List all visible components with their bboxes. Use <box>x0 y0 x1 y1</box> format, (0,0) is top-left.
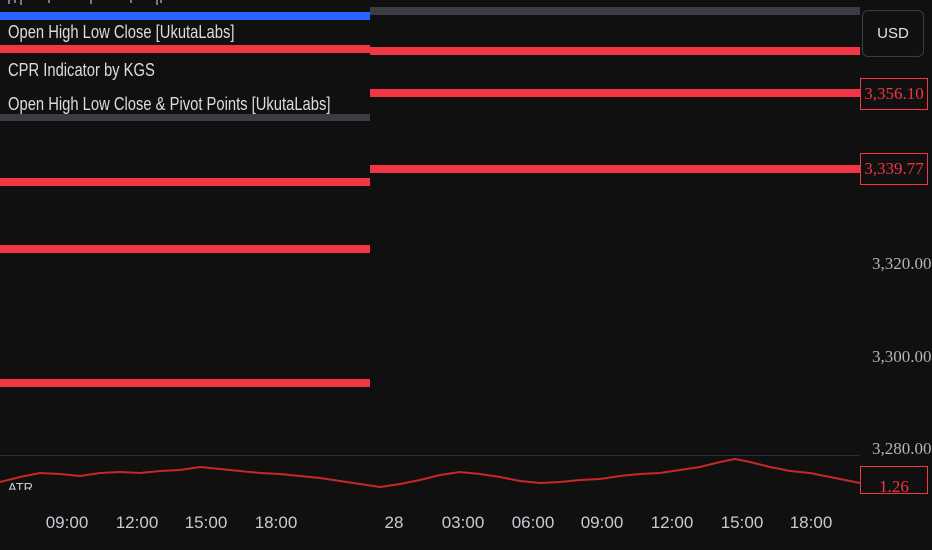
atr-value-tag: 1.26 <box>860 466 928 494</box>
currency-button[interactable]: USD <box>862 10 924 57</box>
price-tag-lower: 3,339.77 <box>860 153 928 185</box>
level-line-curr-3 <box>370 165 860 173</box>
time-axis-label: 18:00 <box>254 513 298 532</box>
legend-item-cpr[interactable]: CPR Indicator by KGS <box>8 60 155 80</box>
level-line-prev-3 <box>0 245 370 253</box>
time-axis-label: 09:00 <box>45 513 89 532</box>
time-axis-label: 03:00 <box>441 513 485 532</box>
price-tick-label: 3,300.00 <box>872 347 932 366</box>
candle-remnants <box>8 0 162 5</box>
time-axis-label: 28 <box>384 513 404 532</box>
legend-item-ohlc[interactable]: Open High Low Close [UkutaLabs] <box>8 22 235 42</box>
pane-separator <box>0 455 860 456</box>
day-bar-grey <box>370 7 860 15</box>
atr-line <box>0 457 860 489</box>
legend-item-ohlc-pivots[interactable]: Open High Low Close & Pivot Points [Ukut… <box>8 94 331 114</box>
day-bar-blue <box>0 12 370 20</box>
time-axis-label: 09:00 <box>580 513 624 532</box>
price-tick-label: 3,280.00 <box>872 439 932 458</box>
atr-pane-label[interactable]: ATR <box>8 480 34 490</box>
time-axis-label: 18:00 <box>789 513 833 532</box>
time-axis-label: 06:00 <box>511 513 555 532</box>
price-tag-upper: 3,356.10 <box>860 78 928 110</box>
time-axis-label: 15:00 <box>720 513 764 532</box>
level-line-prev-4 <box>0 379 370 387</box>
day-bar-grey-lower <box>0 114 370 121</box>
time-axis-label: 12:00 <box>115 513 159 532</box>
level-line-curr-2 <box>370 89 860 97</box>
main-chart[interactable] <box>0 0 860 510</box>
level-line-prev-1 <box>0 45 370 53</box>
time-axis-label: 12:00 <box>650 513 694 532</box>
time-axis-label: 15:00 <box>184 513 228 532</box>
level-line-curr-1 <box>370 47 860 55</box>
level-line-prev-2 <box>0 178 370 186</box>
price-tick-label: 3,320.00 <box>872 254 932 273</box>
